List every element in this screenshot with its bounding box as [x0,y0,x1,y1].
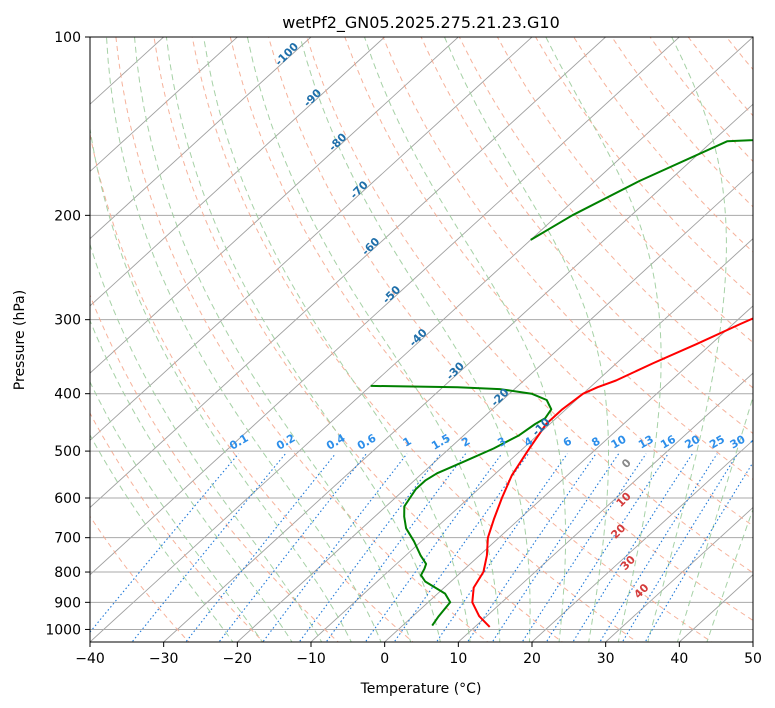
x-axis-label: Temperature (°C) [360,681,482,697]
dewpoint-profile-line [370,384,553,627]
mixing-ratio-line [393,453,529,642]
moist-adiabat-line [444,37,609,642]
x-tick-label: 10 [449,651,467,667]
isotherm-line [90,37,607,509]
moist-adiabat-line [90,380,264,642]
isotherm-line [90,37,312,240]
mixing-ratio-line [521,453,647,642]
isotherm-line [236,170,753,642]
dry-adiabat-line [344,37,753,527]
dry-adiabat-line [306,37,753,574]
dry-adiabat-line [191,37,638,642]
mixing-ratio-line [325,453,467,642]
x-tick-label: −20 [223,651,253,667]
y-tick-label: 800 [54,565,81,581]
isotherm-line [90,37,460,374]
dry-adiabat-line [153,37,564,642]
dry-adiabat-line [229,37,713,642]
isotherm-line [310,238,753,642]
moist-adiabat-line [90,126,352,642]
dry-adiabat-line [458,37,753,389]
mixing-ratio-line [621,453,739,642]
moist-adiabat-line [90,242,323,642]
dry-adiabat-line [90,515,190,642]
isotherm-line [90,37,386,307]
dry-adiabat-line [90,412,265,642]
isotherm-line [90,37,681,576]
x-tick-label: −10 [296,651,326,667]
x-tick-label: 50 [744,651,762,667]
y-tick-label: 200 [54,208,81,224]
moist-adiabat-line [706,507,753,642]
isotherm-line [90,37,753,642]
y-tick-label: 100 [54,30,81,46]
isotherm-line [531,439,753,642]
isotherm-line [162,103,753,642]
moist-adiabat-line [106,37,382,642]
mixing-ratio-line [435,453,568,642]
dry-adiabat-line [268,37,753,622]
x-tick-label: 20 [523,651,541,667]
y-axis-label: Pressure (hPa) [12,290,28,390]
moist-adiabat-line [203,37,471,642]
dry-adiabat-line [420,37,753,435]
mixing-ratio-label: 36 [748,432,768,451]
dry-adiabat-line [90,293,339,642]
dry-adiabat-line [535,37,753,298]
y-tick-label: 900 [54,595,81,611]
mixing-ratio-line [90,453,240,633]
moist-adiabat-line [90,319,293,642]
dry-adiabat-line [115,37,489,642]
mixing-ratio-line [364,453,503,642]
x-tick-label: −30 [149,651,179,667]
isotherm-line [604,506,753,642]
y-tick-label: 300 [54,313,81,329]
y-tick-label: 400 [54,387,81,403]
plot-frame [89,36,754,643]
moist-adiabat-line [545,37,662,642]
temperature-profile-line [471,317,753,628]
dry-adiabat-line [90,131,414,642]
moist-adiabat-line [299,37,531,642]
isotherm-line [457,372,753,642]
mixing-ratio-line [262,453,408,642]
x-tick-label: 40 [670,651,688,667]
mixing-ratio-line [466,453,597,642]
moist-adiabat-line [90,433,234,642]
mixing-ratio-line [298,453,442,642]
y-tick-label: 500 [54,444,81,460]
chart-title: wetPf2_GN05.2025.275.21.23.G10 [282,13,560,33]
x-tick-label: 0 [380,651,389,667]
isotherm-line [383,305,753,642]
moist-adiabat-line [134,37,412,642]
y-tick-label: 1000 [45,622,81,638]
isotherm-line [90,37,239,173]
dewpoint-upper-profile-line [530,139,753,241]
x-tick-label: −40 [75,651,105,667]
moist-adiabat-line [165,37,441,642]
mixing-ratio-line [491,453,620,642]
plot-area: -100-90-80-70-60-50-40-30-20-100.1 0.2 0.4… [90,37,768,642]
x-tick-label: 30 [597,651,615,667]
moist-adiabat-line [647,37,727,642]
y-tick-label: 700 [54,531,81,547]
mixing-ratio-line [545,453,669,642]
mixing-ratio-line [131,453,286,642]
moist-adiabat-line [676,395,753,642]
moist-adiabat-line [364,37,567,642]
mixing-ratio-line [599,453,718,642]
axes: −40 −30 −20 −10 0 10 20 30 40 50 100 200 300 400 500 60… [45,30,762,667]
y-tick-label: 600 [54,491,81,507]
isotherm-line [90,37,533,441]
mixing-ratio-line [185,453,336,642]
moist-adiabat-line [246,37,501,642]
